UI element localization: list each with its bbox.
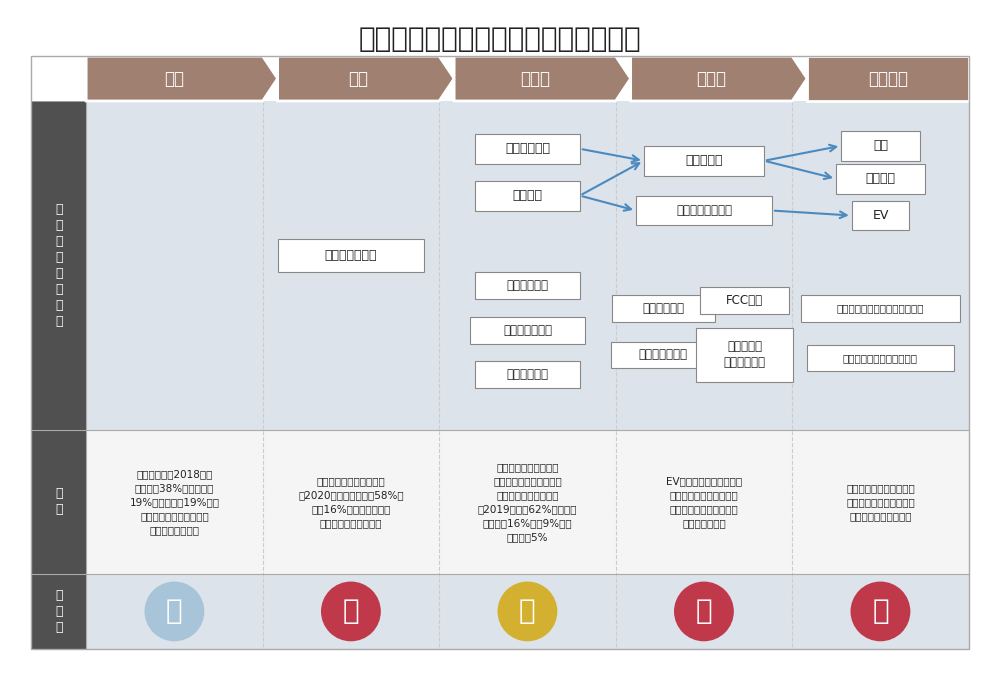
Text: FCC触媒: FCC触媒 bbox=[726, 294, 763, 307]
Text: ガラス研磨剤: ガラス研磨剤 bbox=[642, 302, 684, 315]
Bar bbox=[611, 342, 716, 369]
Text: 希土金属: 希土金属 bbox=[512, 189, 542, 202]
Circle shape bbox=[144, 582, 204, 641]
Text: 風力発電: 風力発電 bbox=[865, 172, 895, 185]
Text: レアアースの鉱石生産量
（2020年）では中国が58%、
米国16%と続き、こちら
も多角化が必要となる: レアアースの鉱石生産量 （2020年）では中国が58%、 米国16%と続き、こち… bbox=[298, 476, 404, 528]
Text: セリウム化合物: セリウム化合物 bbox=[503, 324, 552, 336]
Bar bbox=[801, 295, 960, 322]
Text: 酸化ランタン: 酸化ランタン bbox=[506, 369, 548, 382]
Text: セラミック
コンデンサー: セラミック コンデンサー bbox=[724, 340, 766, 369]
Bar bbox=[807, 344, 954, 371]
Text: 埋蔵: 埋蔵 bbox=[164, 70, 184, 88]
Bar bbox=[644, 146, 764, 176]
Text: 中: 中 bbox=[519, 597, 536, 626]
Text: 課
題: 課 題 bbox=[55, 487, 62, 516]
Text: 採掘: 採掘 bbox=[348, 70, 368, 88]
Bar bbox=[470, 317, 585, 344]
Polygon shape bbox=[86, 56, 278, 101]
Bar bbox=[31, 430, 86, 574]
Text: 精錬品: 精錬品 bbox=[520, 70, 550, 88]
Bar bbox=[612, 295, 715, 322]
Bar bbox=[852, 200, 909, 230]
Polygon shape bbox=[807, 56, 969, 101]
Text: 最終素材: 最終素材 bbox=[868, 70, 908, 88]
Text: 分離精製・電解還元工
程が中国に集中。日本の
レアアース精錬品輸入
（2019年）の62%が中国、
ベトナム16%、仏9%、マ
レーシア5%: 分離精製・電解還元工 程が中国に集中。日本の レアアース精錬品輸入 （2019年… bbox=[478, 462, 577, 542]
Circle shape bbox=[321, 582, 381, 641]
Bar bbox=[841, 131, 920, 161]
Text: フェライト磁石: フェライト磁石 bbox=[639, 349, 688, 362]
Bar bbox=[278, 239, 424, 271]
Text: EVの駆動用モーター向け
にネオジム、ディスプロ
ジウムの使用量が拡大。
省資源化が課題: EVの駆動用モーター向け にネオジム、ディスプロ ジウムの使用量が拡大。 省資源… bbox=[666, 476, 742, 528]
Text: 酸化セリウム: 酸化セリウム bbox=[506, 279, 548, 291]
Text: スクラップ等から磁石の
回収を促進してリサイク
ルを進める必要がある: スクラップ等から磁石の 回収を促進してリサイク ルを進める必要がある bbox=[846, 483, 915, 521]
Circle shape bbox=[674, 582, 734, 641]
Text: 部素材: 部素材 bbox=[696, 70, 726, 88]
Circle shape bbox=[851, 582, 910, 641]
Text: 家電: 家電 bbox=[873, 139, 888, 152]
Bar bbox=[475, 362, 580, 389]
Bar bbox=[31, 574, 86, 649]
Text: フェロアロイ: フェロアロイ bbox=[505, 143, 550, 155]
Circle shape bbox=[498, 582, 557, 641]
Text: マ
テ
リ
ア
ル
フ
ロ
ー: マ テ リ ア ル フ ロ ー bbox=[55, 203, 62, 328]
Bar bbox=[836, 164, 925, 194]
Bar bbox=[86, 430, 969, 574]
Bar bbox=[475, 134, 580, 164]
Bar bbox=[475, 271, 580, 299]
Bar bbox=[86, 574, 969, 649]
Text: 希土類磁石: 希土類磁石 bbox=[685, 154, 723, 167]
Bar bbox=[696, 328, 793, 382]
Text: 高: 高 bbox=[343, 597, 359, 626]
Bar bbox=[636, 196, 772, 225]
Text: ニッケル水素電池: ニッケル水素電池 bbox=[676, 204, 732, 217]
Text: 低: 低 bbox=[166, 597, 183, 626]
Bar bbox=[86, 101, 969, 430]
Text: 高: 高 bbox=[872, 597, 889, 626]
Polygon shape bbox=[278, 56, 454, 101]
Text: 自動車、テレビ電子機器、建材: 自動車、テレビ電子機器、建材 bbox=[837, 303, 924, 313]
Text: レアアース鉱石: レアアース鉱石 bbox=[325, 249, 377, 262]
Polygon shape bbox=[454, 56, 631, 101]
Text: リ
ス
ク: リ ス ク bbox=[55, 589, 62, 634]
Text: EV: EV bbox=[872, 209, 889, 222]
Text: レアアースのマテリアルフローと課題: レアアースのマテリアルフローと課題 bbox=[359, 25, 641, 53]
Bar bbox=[700, 287, 789, 313]
Bar bbox=[31, 101, 86, 430]
Bar bbox=[31, 56, 969, 649]
Text: 自動車、カメラ、電子機器: 自動車、カメラ、電子機器 bbox=[843, 353, 918, 363]
Text: 高: 高 bbox=[696, 597, 712, 626]
Text: 国別埋蔵量（2018年）
では中国38%、ブラジル
19%、ベトナム19%と特
定国に寡占しており、多
角化が必要となる: 国別埋蔵量（2018年） では中国38%、ブラジル 19%、ベトナム19%と特 … bbox=[129, 469, 219, 535]
Polygon shape bbox=[631, 56, 807, 101]
Bar bbox=[475, 181, 580, 211]
